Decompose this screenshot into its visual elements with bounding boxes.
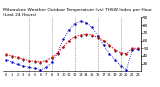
Text: Milwaukee Weather Outdoor Temperature (vs) THSW Index per Hour (Last 24 Hours): Milwaukee Weather Outdoor Temperature (v… [3, 8, 152, 17]
